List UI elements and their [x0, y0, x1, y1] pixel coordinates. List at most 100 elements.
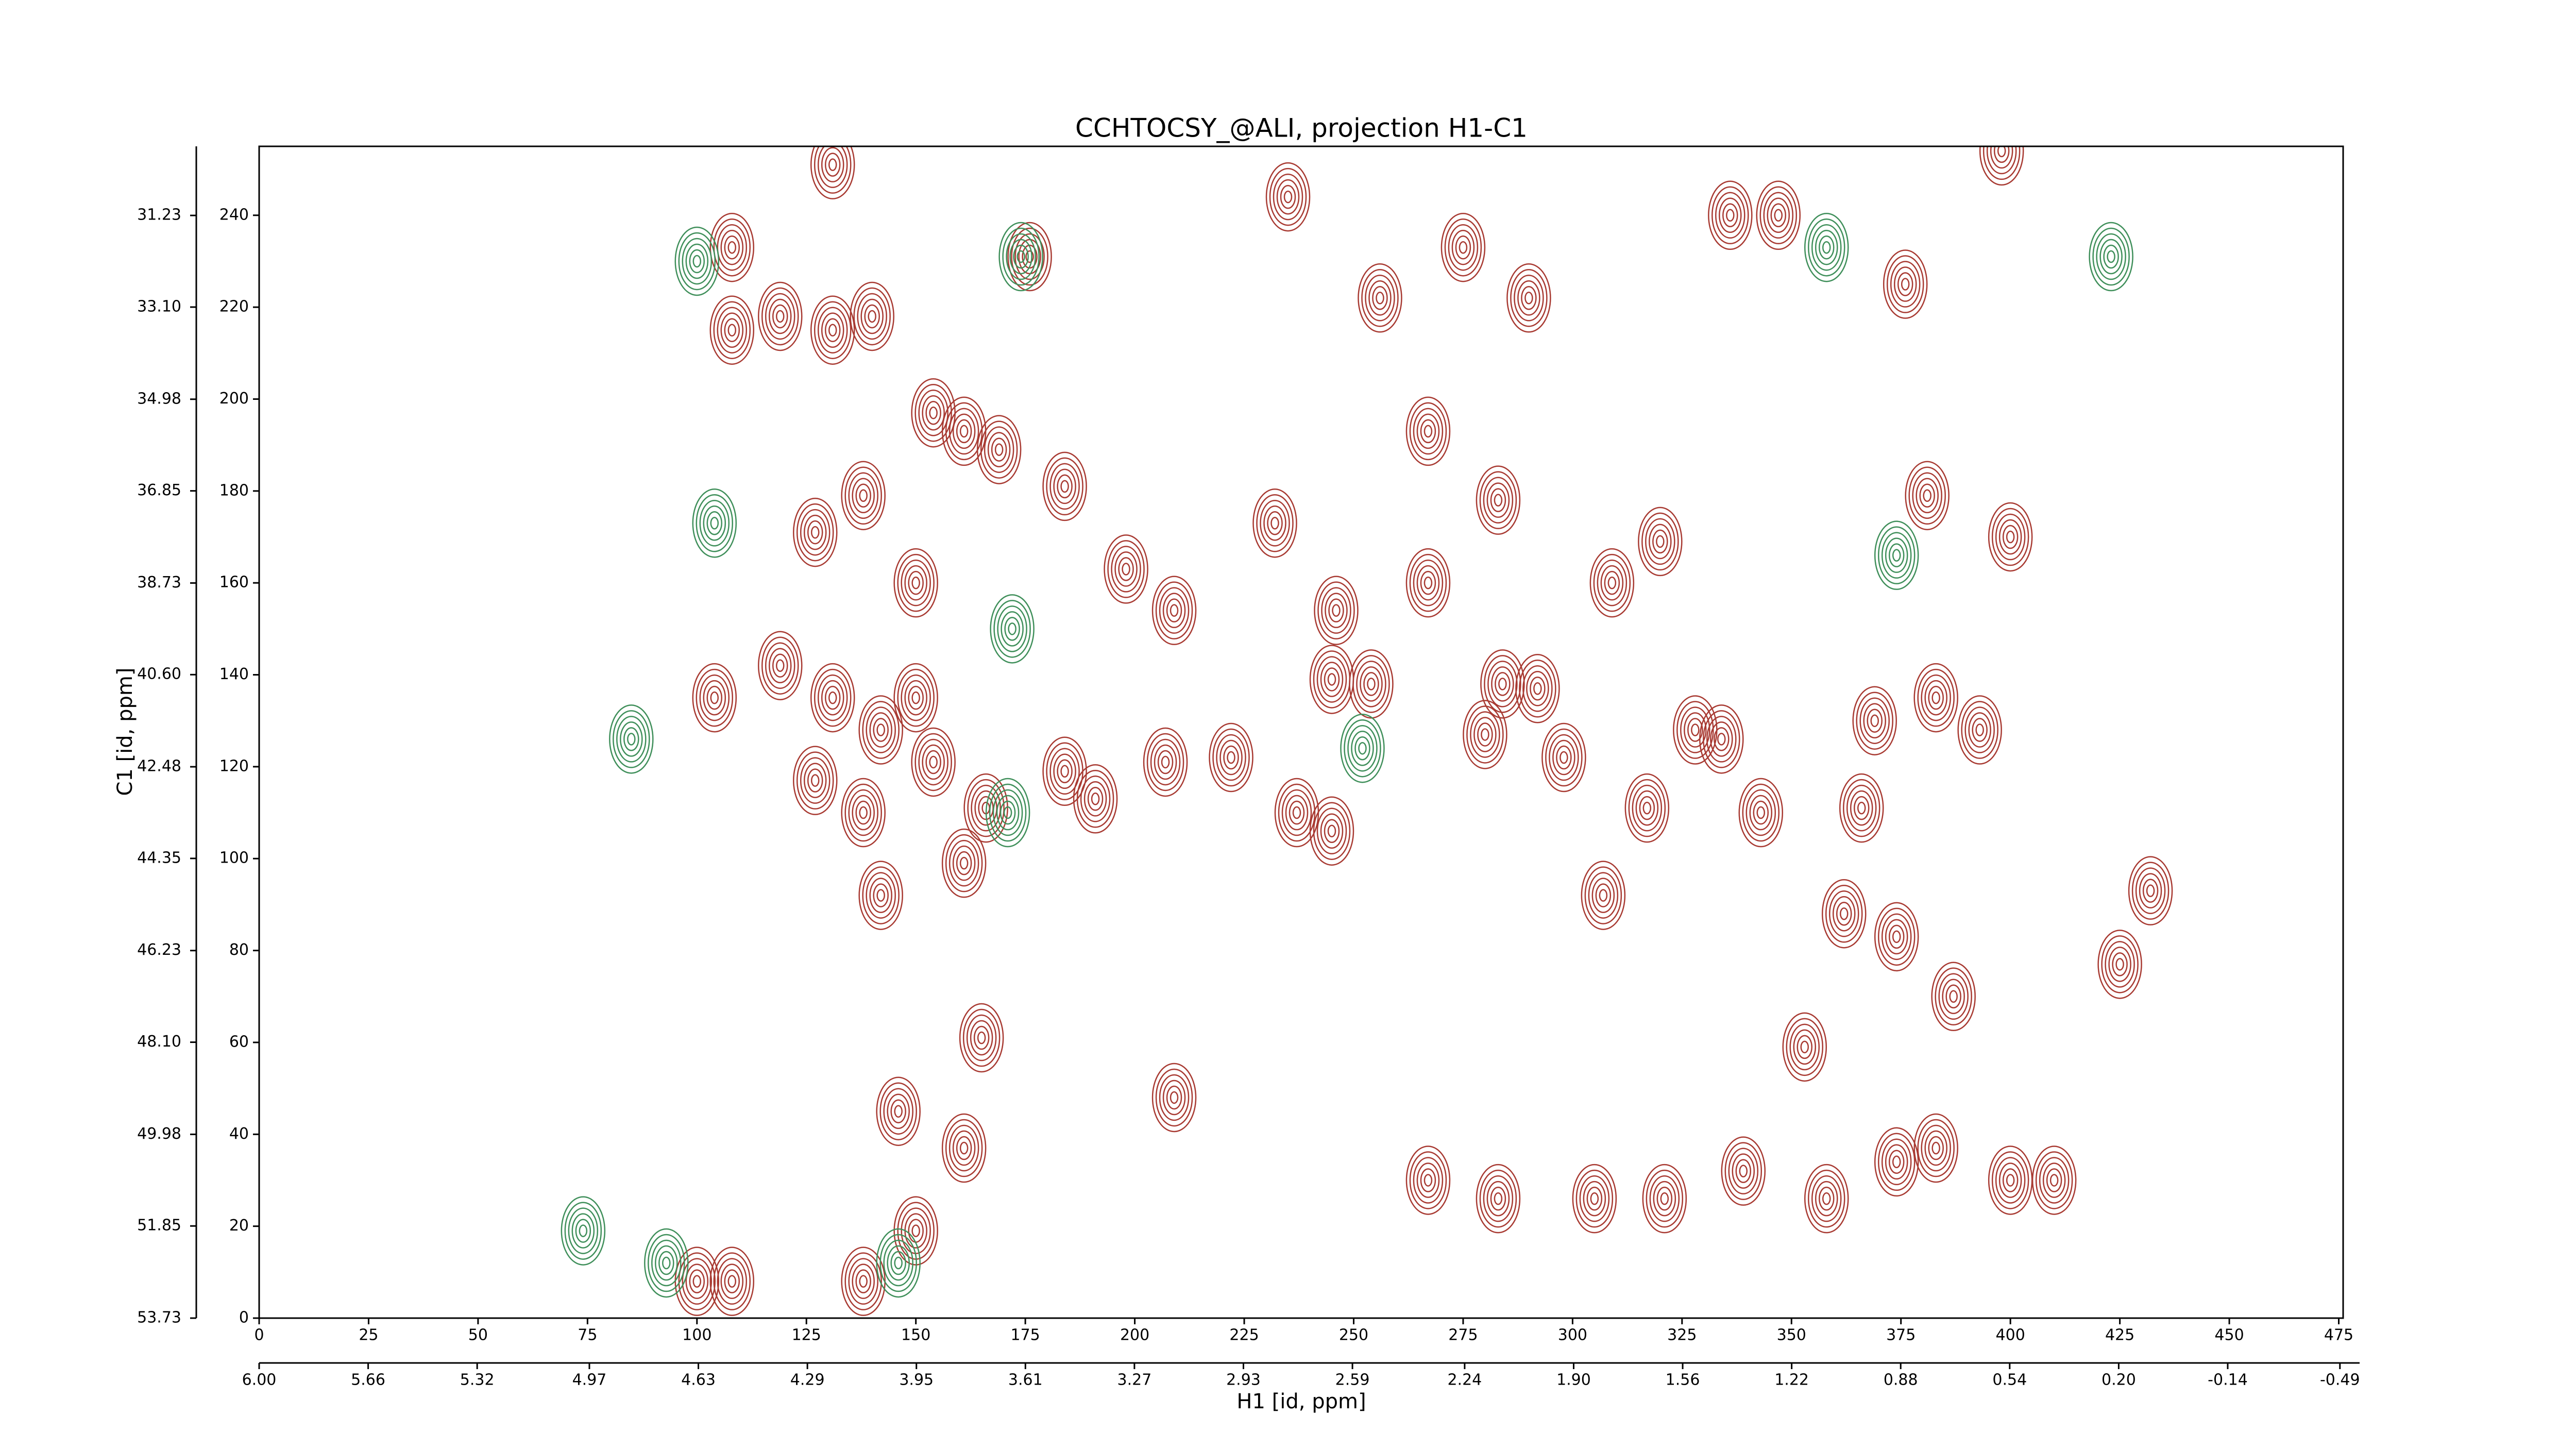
x-tick-label: 225: [1229, 1326, 1259, 1344]
contour-ring: [1921, 674, 1951, 721]
contour-ring: [1742, 783, 1780, 842]
contour-ring: [1600, 565, 1624, 601]
contour-ring: [850, 281, 894, 351]
contour-ring: [674, 226, 720, 296]
contour-ring: [1913, 663, 1958, 733]
contour-ring: [1857, 801, 1866, 815]
contour-ring: [876, 1076, 921, 1146]
contour-ring: [894, 1256, 903, 1270]
contour-ring: [800, 757, 831, 804]
contour-ring: [890, 1251, 906, 1275]
contour-ring: [1901, 278, 1910, 291]
contour-ring: [2128, 856, 2173, 925]
contour-ring: [1874, 902, 1919, 972]
contour-ring: [2101, 935, 2139, 993]
contour-ring: [1979, 146, 2024, 186]
contour-ring: [855, 800, 871, 825]
contour-ring: [1888, 1150, 1905, 1174]
contour-ring: [1209, 722, 1253, 793]
x-tick-label: 100: [682, 1326, 711, 1344]
contour-ring: [1486, 482, 1510, 518]
y2-tick-label: 40.60: [137, 665, 181, 683]
contour-ring: [1877, 1133, 1916, 1191]
contour-ring: [1793, 1029, 1817, 1065]
y2-tick-label: 38.73: [137, 574, 181, 592]
y2-tick-label: 33.10: [137, 297, 181, 315]
contour-ring: [922, 395, 945, 431]
contour-ring: [2049, 1174, 2059, 1187]
contour-ring: [703, 680, 726, 716]
contour-ring: [1839, 907, 1849, 920]
contour-ring: [887, 1245, 910, 1281]
x-tick-label: 375: [1886, 1326, 1916, 1344]
contour-ring: [1908, 466, 1946, 525]
contour-ring: [1046, 457, 1083, 516]
contour-ring: [1800, 1040, 1809, 1054]
contour-ring: [952, 845, 976, 881]
x2-tick-label: 2.24: [1447, 1371, 1482, 1389]
contour-ring: [1448, 224, 1479, 271]
contour-ring: [678, 1252, 716, 1310]
x2-tick-label: 3.61: [1008, 1371, 1043, 1389]
contour-ring: [692, 1275, 702, 1288]
contour-ring: [1739, 1165, 1748, 1177]
contour-ring: [1990, 146, 2013, 169]
contour-ring: [1107, 540, 1145, 598]
contour-ring: [2108, 947, 2131, 982]
contour-ring: [1405, 396, 1451, 466]
contour-ring: [1358, 263, 1402, 333]
contour-ring: [1579, 1175, 1610, 1222]
contour-ring: [904, 565, 927, 601]
contour-ring: [852, 1263, 875, 1299]
y-tick-label: 140: [219, 665, 249, 683]
contour-ring: [1998, 1162, 2022, 1198]
x2-tick-label: 0.54: [1992, 1371, 2027, 1389]
contour-ring: [1409, 1151, 1447, 1209]
contour-ring: [1699, 704, 1744, 774]
y-tick-label: 0: [239, 1309, 249, 1327]
contour-ring: [1212, 728, 1250, 787]
contour-ring: [1352, 655, 1390, 713]
contour-ring: [893, 663, 938, 733]
contour-ring: [1997, 146, 2006, 158]
contour-ring: [869, 712, 892, 748]
contour-ring: [699, 499, 730, 547]
contour-ring: [1732, 1153, 1755, 1189]
contour-ring: [1316, 807, 1347, 854]
contour-ring: [862, 701, 900, 759]
contour-ring: [1219, 739, 1243, 776]
y-tick-label: 20: [229, 1217, 249, 1235]
contour-ring: [1510, 269, 1548, 327]
contour-ring: [1691, 723, 1700, 736]
contour-ring: [1652, 529, 1668, 554]
contour-ring: [1481, 728, 1489, 741]
contour-ring: [709, 1246, 755, 1316]
x2-tick-label: 1.90: [1556, 1371, 1591, 1389]
contour-ring: [1002, 227, 1040, 286]
contour-ring: [1049, 463, 1080, 510]
contour-ring: [959, 1003, 1004, 1073]
contour-ring: [1087, 787, 1104, 811]
contour-ring: [844, 1252, 882, 1310]
contour-ring: [803, 514, 827, 550]
contour-ring: [1444, 218, 1482, 277]
contour-ring: [678, 232, 716, 291]
contour-ring: [1811, 1175, 1842, 1222]
contour-ring: [685, 1263, 709, 1299]
contour-ring: [908, 685, 924, 710]
contour-ring: [952, 413, 976, 449]
contour-ring: [776, 310, 785, 323]
contour-ring: [1473, 717, 1497, 752]
contour-ring: [1589, 548, 1635, 618]
x-tick-label: 450: [2214, 1326, 2244, 1344]
contour-ring: [864, 304, 880, 329]
contour-ring: [1327, 673, 1336, 686]
contour-ring: [769, 298, 792, 334]
contour-ring: [1852, 686, 1897, 755]
contour-ring: [1706, 716, 1737, 763]
contour-ring: [772, 304, 788, 329]
contour-ring: [1738, 778, 1784, 848]
contour-ring: [807, 768, 823, 793]
contour-ring: [956, 1136, 972, 1160]
contour-ring: [717, 1258, 748, 1305]
